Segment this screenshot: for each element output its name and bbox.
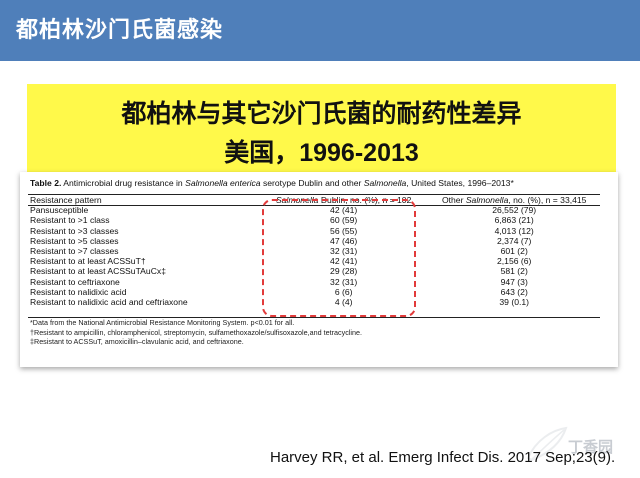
watermark-leaf-icon — [526, 426, 568, 462]
table-row: Resistant to nalidixic acid 6 (6) 643 (2) — [28, 287, 600, 297]
cell-pattern: Resistant to ceftriaxone — [30, 276, 120, 287]
table-caption-text: Antimicrobial drug resistance in — [61, 178, 186, 188]
cell-other: 581 (2) — [500, 266, 528, 277]
table-row: Resistant to at least ACSSuTAuCx‡ 29 (28)… — [28, 266, 600, 276]
column-header-other: Other Salmonella, no. (%), n = 33,415 — [428, 195, 600, 205]
cell-other: 4,013 (12) — [494, 225, 534, 236]
table-row: Pansusceptible 42 (41) 26,552 (79) — [28, 205, 600, 215]
cell-other: 39 (0.1) — [499, 297, 530, 308]
table-row: Resistant to >5 classes 47 (46) 2,374 (7) — [28, 236, 600, 246]
column-header-other-genus: Salmonella — [465, 195, 509, 205]
table-caption-species: Salmonella enterica — [185, 178, 261, 188]
resistance-table: Resistance pattern Salmonella Dublin, no… — [28, 195, 600, 307]
table-row: Resistant to >1 class 60 (59) 6,863 (21) — [28, 215, 600, 225]
cell-other: 2,374 (7) — [497, 235, 532, 246]
table-caption: Table 2. Antimicrobial drug resistance i… — [30, 178, 514, 188]
cell-other: 643 (2) — [500, 286, 528, 297]
cell-dublin: 42 (41) — [330, 256, 358, 267]
footnote: *Data from the National Antimicrobial Re… — [30, 318, 295, 327]
footnote: †Resistant to ampicillin, chloramphenico… — [30, 327, 362, 337]
dublin-column-highlight — [262, 199, 416, 317]
cell-dublin: 56 (55) — [330, 225, 358, 236]
cell-dublin: 60 (59) — [330, 215, 358, 226]
cell-pattern: Resistant to >7 classes — [30, 246, 119, 257]
table-row: Resistant to >7 classes 32 (31) 601 (2) — [28, 246, 600, 256]
footnote: ‡Resistant to ACSSuT, amoxicillin–clavul… — [30, 337, 244, 347]
watermark-text: 丁香园 — [568, 438, 614, 456]
cell-dublin: 32 (31) — [330, 276, 358, 287]
column-header-other-prefix: Other — [441, 195, 466, 205]
table-caption-text: , United States, 1996–2013* — [406, 178, 514, 188]
table-caption-genus: Salmonella — [363, 178, 407, 188]
cell-pattern: Resistant to >5 classes — [30, 235, 119, 246]
table-row: Resistant to at least ACSSuT† 42 (41) 2,15… — [28, 256, 600, 266]
cell-pattern: Resistant to at least ACSSuT† — [30, 256, 146, 267]
cell-pattern: Resistant to >3 classes — [30, 225, 119, 236]
slide-title: 都柏林沙门氏菌感染 — [16, 18, 224, 43]
table-header-rule — [28, 205, 600, 206]
cell-other: 947 (3) — [500, 276, 528, 287]
cell-dublin: 47 (46) — [330, 235, 358, 246]
table-caption-text: serotype Dublin and other — [260, 178, 364, 188]
citation: Harvey RR, et al. Emerg Infect Dis. 2017… — [270, 449, 616, 466]
cell-pattern: Resistant to at least ACSSuTAuCx‡ — [30, 266, 166, 277]
table-row: Resistant to ceftriaxone 32 (31) 947 (3) — [28, 277, 600, 287]
table-top-rule — [28, 194, 600, 195]
cell-other: 6,863 (21) — [494, 215, 534, 226]
cell-dublin: 6 (6) — [334, 286, 353, 297]
cell-pattern: Resistant to nalidixic acid — [30, 286, 127, 297]
slide-header-bar: 都柏林沙门氏菌感染 — [0, 0, 640, 61]
column-header-pattern: Resistance pattern — [30, 195, 102, 205]
cell-pattern: Resistant to >1 class — [30, 215, 110, 226]
cell-other: 26,552 (79) — [492, 205, 537, 216]
table-row: Resistant to nalidixic acid and ceftriax… — [28, 297, 600, 307]
banner-heading: 都柏林与其它沙门氏菌的耐药性差异 — [121, 99, 522, 128]
cell-pattern: Resistant to nalidixic acid and ceftriax… — [30, 297, 188, 308]
cell-other: 2,156 (6) — [497, 256, 532, 267]
column-header-other-text: , no. (%), n = 33,415 — [508, 195, 587, 205]
cell-other: 601 (2) — [500, 246, 528, 257]
table-bottom-rule — [28, 317, 600, 318]
cell-dublin: 4 (4) — [334, 297, 353, 308]
table-card: Table 2. Antimicrobial drug resistance i… — [20, 172, 618, 367]
table-row: Resistant to >3 classes 56 (55) 4,013 (12) — [28, 226, 600, 236]
cell-dublin: 42 (41) — [330, 205, 358, 216]
cell-dublin: 32 (31) — [330, 246, 358, 257]
banner-subheading: 美国，1996-2013 — [224, 139, 419, 167]
table-footnotes: *Data from the National Antimicrobial Re… — [30, 318, 362, 347]
cell-pattern: Pansusceptible — [30, 205, 89, 216]
banner-highlight: 都柏林与其它沙门氏菌的耐药性差异 美国，1996-2013 — [27, 84, 616, 172]
table-caption-label: Table 2. — [30, 178, 62, 188]
cell-dublin: 29 (28) — [330, 266, 358, 277]
